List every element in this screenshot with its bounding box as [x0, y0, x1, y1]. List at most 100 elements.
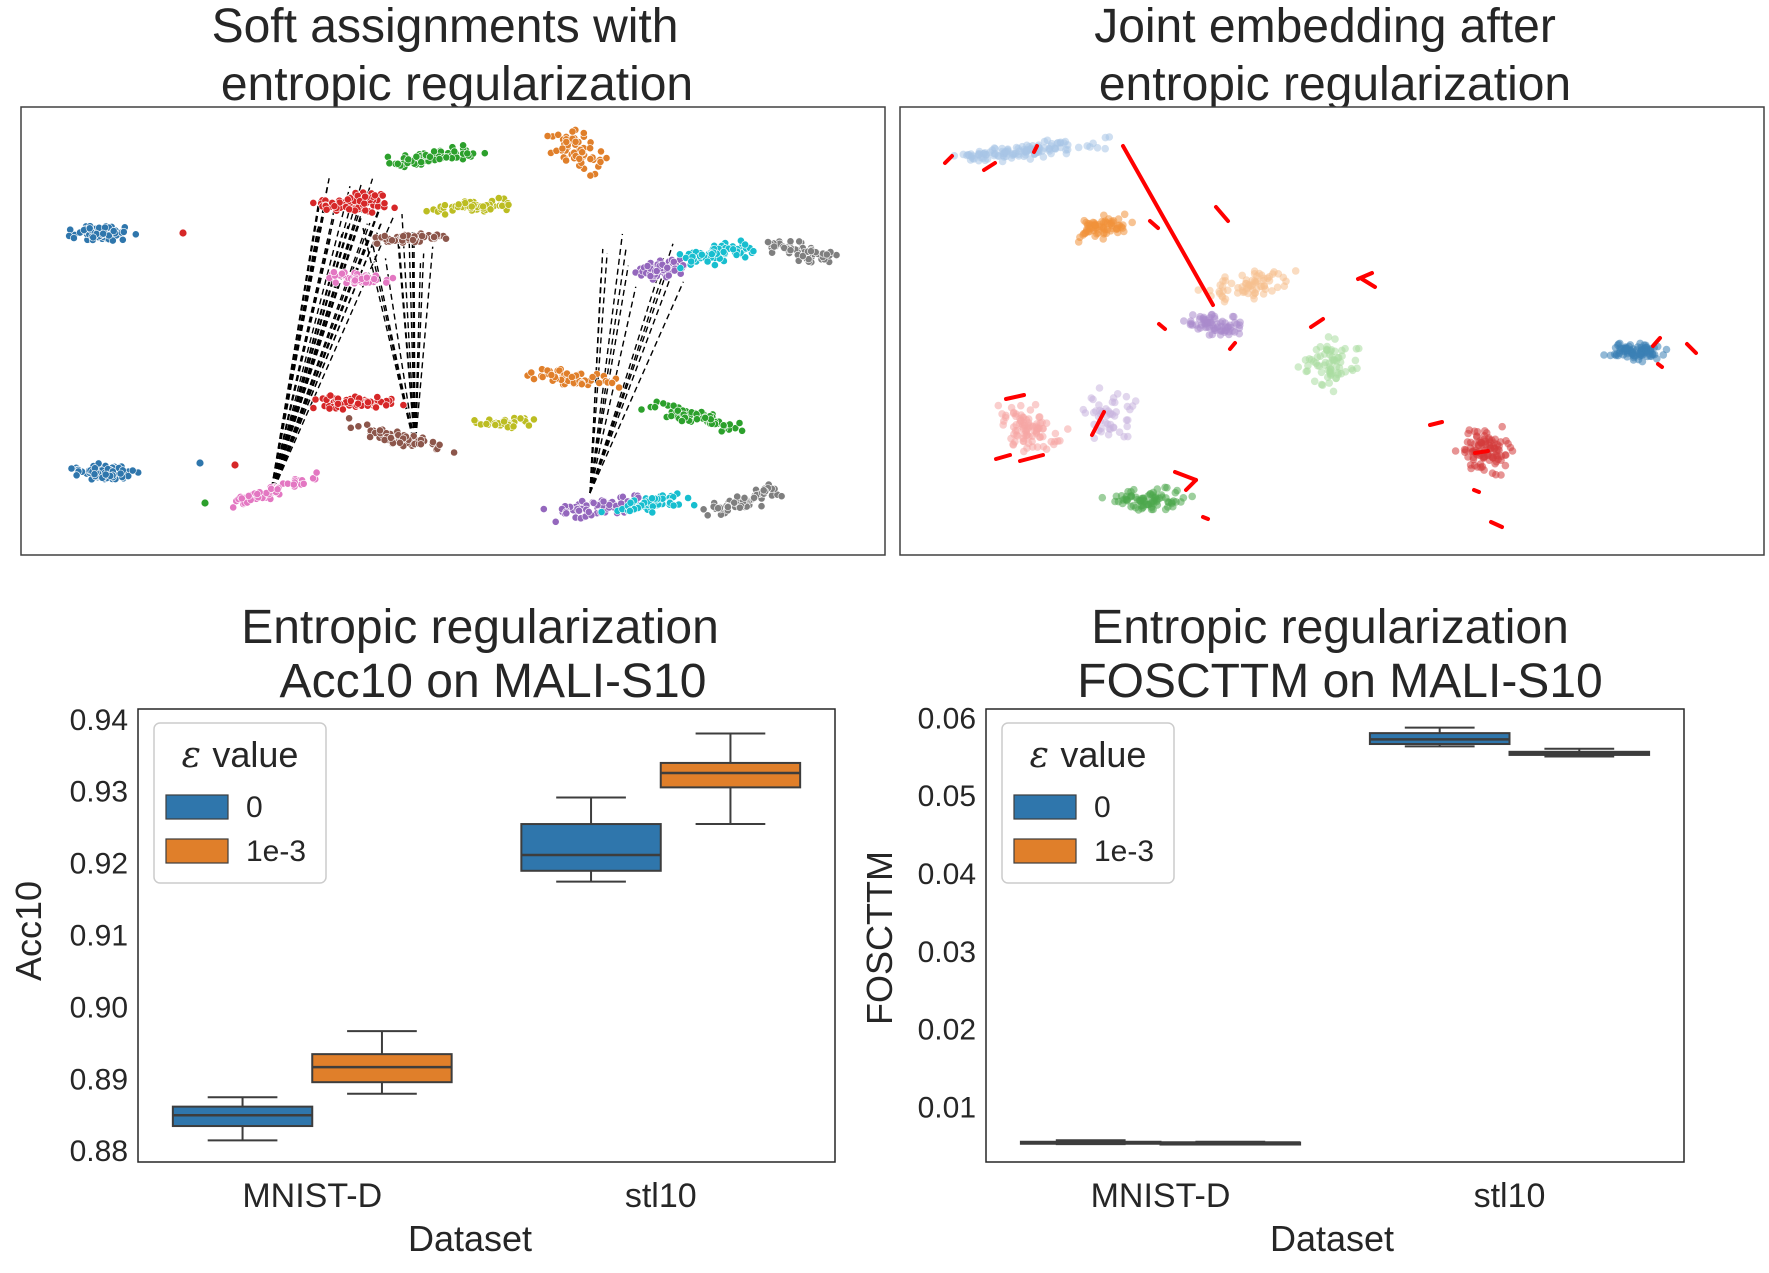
scatter-point — [1098, 493, 1107, 502]
scatter-point — [1622, 346, 1631, 355]
scatter-point — [562, 509, 571, 518]
scatter-point — [1124, 432, 1132, 441]
scatter-point — [479, 202, 487, 211]
foscttm-legend-title: ε value — [1030, 734, 1147, 776]
correspondence-link — [1685, 342, 1698, 355]
scatter-point — [346, 396, 355, 405]
acc10-ytick-label: 0.91 — [70, 920, 128, 953]
scatter-point — [373, 239, 381, 248]
scatter-point — [1017, 401, 1025, 410]
scatter-point — [362, 273, 371, 282]
scatter-point — [1081, 228, 1090, 237]
scatter-point — [1310, 377, 1319, 386]
scatter-point — [361, 192, 369, 201]
scatter-point — [588, 373, 597, 381]
scatter-point — [435, 155, 444, 163]
soft-assignments-frame — [20, 106, 886, 556]
scatter-point — [770, 242, 779, 251]
scatter-point — [1210, 312, 1219, 321]
scatter-point — [426, 152, 434, 161]
scatter-point — [1633, 343, 1642, 351]
scatter-point — [1201, 323, 1210, 332]
scatter-point — [1023, 146, 1031, 154]
scatter-point — [1303, 367, 1312, 375]
scatter-point — [994, 401, 1003, 410]
scatter-point — [376, 426, 384, 435]
scatter-point — [385, 159, 394, 168]
scatter-point — [442, 153, 451, 162]
scatter-point — [1312, 345, 1321, 354]
scatter-point — [1007, 154, 1016, 162]
scatter-point — [430, 147, 438, 156]
scatter-point — [738, 426, 746, 435]
scatter-point — [1235, 324, 1244, 333]
scatter-point — [229, 503, 238, 512]
assignment-line — [269, 222, 371, 499]
scatter-point — [701, 413, 710, 422]
scatter-point — [1061, 137, 1070, 146]
scatter-point — [1259, 276, 1267, 285]
acc10-legend-entry: 1e-3 — [246, 835, 306, 868]
scatter-point — [551, 517, 560, 526]
scatter-point — [1291, 267, 1300, 275]
scatter-point — [1022, 431, 1030, 440]
scatter-point — [417, 158, 426, 167]
scatter-point — [309, 404, 318, 412]
foscttm-xtick-label: MNIST-D — [1091, 1177, 1231, 1215]
scatter-point — [491, 420, 500, 429]
scatter-point — [373, 393, 382, 401]
scatter-point — [429, 438, 437, 446]
scatter-point — [1640, 341, 1648, 349]
scatter-point — [338, 269, 346, 278]
correspondence-link — [1656, 362, 1664, 369]
scatter-point — [334, 399, 342, 408]
correspondence-link — [1004, 393, 1026, 401]
scatter-point — [1051, 437, 1059, 446]
foscttm-ytick-label: 0.05 — [918, 780, 976, 813]
scatter-point — [605, 500, 614, 509]
acc10-legend-swatch — [165, 794, 229, 820]
scatter-point — [543, 132, 552, 140]
correspondence-link — [1360, 277, 1377, 289]
scatter-point — [1032, 420, 1041, 428]
scatter-point — [1111, 497, 1119, 506]
correspondence-link — [1214, 205, 1230, 223]
scatter-point — [1600, 351, 1608, 359]
scatter-point — [711, 261, 719, 269]
correspondence-link — [1121, 144, 1215, 307]
scatter-point — [757, 502, 766, 511]
scatter-point — [963, 151, 971, 160]
scatter-point — [1337, 369, 1346, 378]
scatter-point — [326, 391, 335, 400]
scatter-point — [1331, 335, 1339, 343]
scatter-point — [1100, 228, 1108, 237]
scatter-point — [669, 501, 678, 510]
foscttm-ytick-label: 0.04 — [918, 858, 976, 891]
scatter-point — [1009, 423, 1018, 431]
scatter-point — [703, 257, 712, 266]
assignment-line — [589, 247, 627, 494]
scatter-point — [1355, 344, 1363, 353]
acc10-y-axis-label: Acc10 — [8, 881, 49, 981]
scatter-point — [586, 155, 595, 163]
scatter-point — [366, 433, 374, 441]
acc10-ytick-label: 0.93 — [70, 776, 128, 809]
correspondence-link — [1651, 336, 1662, 348]
scatter-point — [1051, 429, 1060, 438]
assignment-line — [589, 233, 624, 494]
scatter-point — [777, 492, 786, 501]
scatter-point — [399, 232, 408, 241]
scatter-point — [289, 480, 298, 489]
scatter-point — [1101, 419, 1110, 427]
scatter-point — [676, 264, 685, 272]
scatter-point — [345, 414, 353, 423]
scatter-point — [1501, 451, 1509, 459]
scatter-point — [244, 491, 253, 500]
scatter-point — [1236, 318, 1244, 327]
scatter-point — [975, 147, 984, 156]
scatter-point — [329, 268, 338, 277]
assignment-line — [414, 263, 422, 449]
scatter-point — [322, 205, 331, 214]
scatter-point — [386, 433, 395, 442]
correspondence-link — [1228, 341, 1237, 351]
